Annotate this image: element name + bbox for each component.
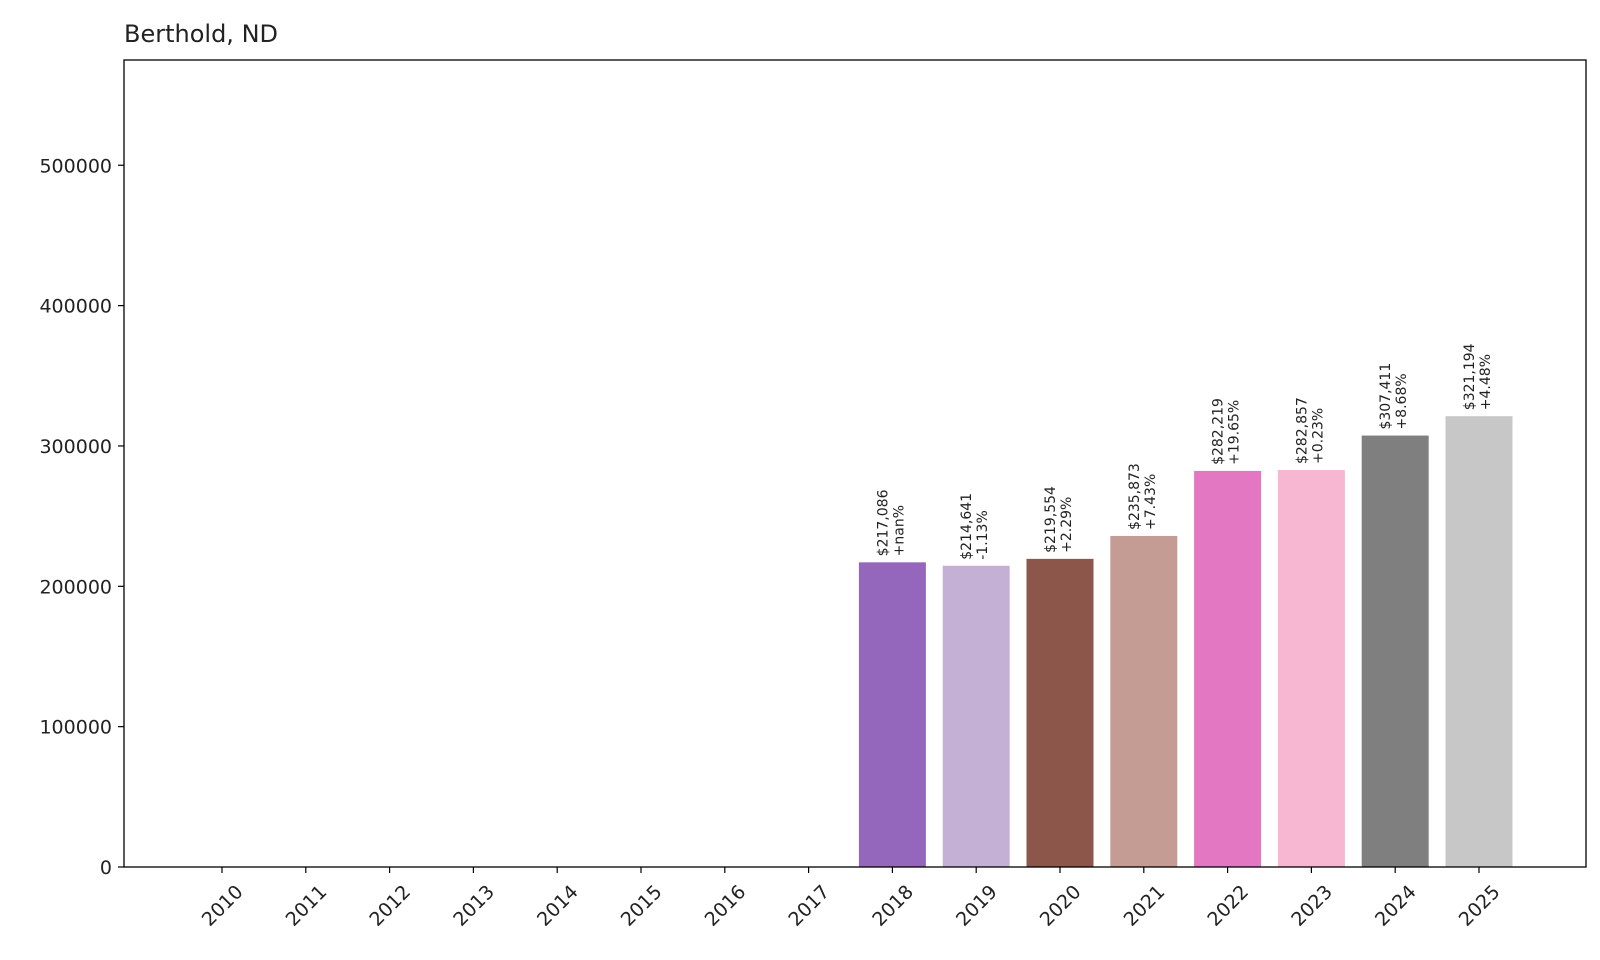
x-tick-label-2021: 2021 [1120,881,1170,931]
x-tick-label-2024: 2024 [1371,881,1421,931]
y-tick-label-500000: 500000 [39,155,112,177]
bar-value-label-2023: $282,857 [1294,397,1310,464]
bar-value-label-2022: $282,219 [1211,398,1227,465]
x-tick-label-2010: 2010 [198,881,248,931]
bar-2020 [1026,558,1094,867]
y-tick-label-400000: 400000 [39,296,112,318]
x-tick-label-2016: 2016 [701,881,751,931]
bar-2024 [1361,435,1429,867]
y-tick-label-0: 0 [100,857,112,879]
bar-change-label-2021: +7.43% [1143,474,1159,530]
bar-2021 [1110,535,1178,867]
bar-2023 [1277,470,1345,867]
x-tick-label-2018: 2018 [868,881,918,931]
plot-frame [123,59,1587,868]
bar-change-label-2025: +4.48% [1478,354,1494,410]
y-tick-label-100000: 100000 [39,717,112,739]
bar-labels-layer: $217,086 +nan% $214,641 -1.13% $219,554 +2.29… [875,343,1494,559]
bars-layer [858,416,1513,867]
bar-2022 [1194,470,1262,867]
y-tick-label-200000: 200000 [39,576,112,598]
bar-2019 [942,565,1010,867]
x-tick-label-2023: 2023 [1287,881,1337,931]
x-tick-label-2019: 2019 [952,881,1002,931]
x-tick-label-2025: 2025 [1455,881,1505,931]
bar-value-label-2025: $321,194 [1462,343,1478,410]
x-tick-label-2014: 2014 [533,881,583,931]
bar-2025 [1445,416,1513,867]
bar-value-label-2024: $307,411 [1378,363,1394,430]
x-tick-label-2015: 2015 [617,881,667,931]
x-tick-label-2020: 2020 [1036,881,1086,931]
bar-value-label-2020: $219,554 [1043,486,1059,553]
bar-value-label-2018: $217,086 [875,489,891,556]
bar-change-label-2018: +nan% [891,505,907,556]
x-tick-label-2017: 2017 [784,881,834,931]
bar-change-label-2020: +2.29% [1059,497,1075,553]
bar-change-label-2022: +19.65% [1227,400,1243,465]
x-tick-label-2013: 2013 [449,881,499,931]
bar-value-label-2021: $235,873 [1127,463,1143,530]
x-tick-label-2012: 2012 [365,881,415,931]
bar-change-label-2024: +8.68% [1394,373,1410,429]
x-tick-label-2022: 2022 [1203,881,1253,931]
bar-2018 [858,562,926,867]
x-tick-label-2011: 2011 [282,881,332,931]
bar-change-label-2019: -1.13% [975,510,991,560]
bar-value-label-2019: $214,641 [959,493,975,560]
y-tick-label-300000: 300000 [39,436,112,458]
bar-change-label-2023: +0.23% [1310,408,1326,464]
chart-title: Berthold, ND [124,20,278,48]
